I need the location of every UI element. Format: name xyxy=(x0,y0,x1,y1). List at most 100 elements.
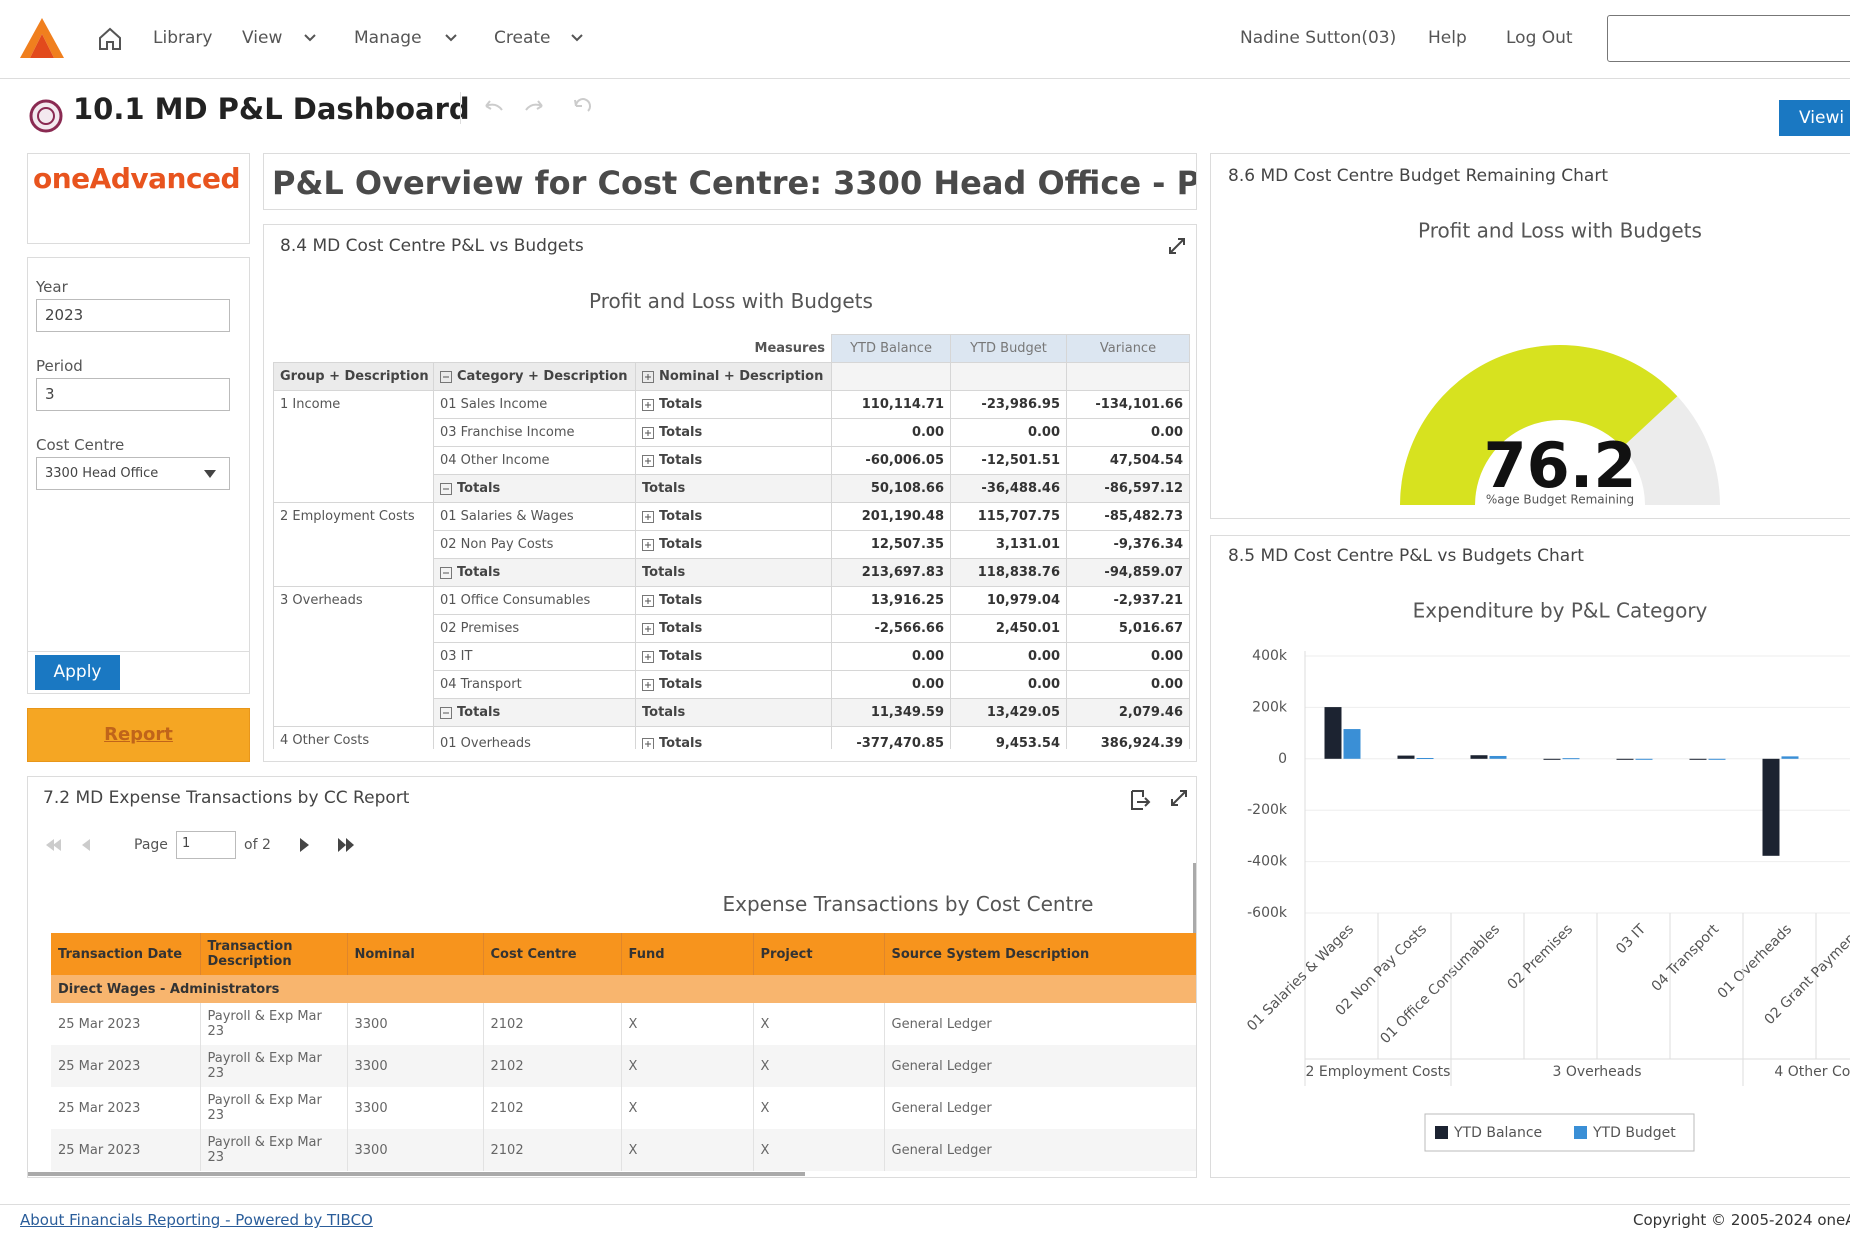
page-title: 10.1 MD P&L Dashboard xyxy=(73,92,470,126)
dropdown-arrow[interactable] xyxy=(203,469,217,479)
scrollbar[interactable] xyxy=(1193,863,1196,933)
divider xyxy=(28,651,249,652)
value-cell: 110,114.71 xyxy=(831,390,952,419)
bar xyxy=(1635,758,1653,760)
search-box[interactable] xyxy=(1607,15,1850,62)
chevron[interactable] xyxy=(303,33,317,43)
pager-forward[interactable] xyxy=(298,835,358,855)
group-label: 4 Other Cos xyxy=(1774,1064,1850,1080)
total-row: Totals Totals 11,349.59 13,429.05 2,079.46 xyxy=(273,698,1191,727)
legend-label: YTD Budget xyxy=(1592,1125,1676,1141)
home-icon[interactable] xyxy=(97,26,123,52)
category-text: 03 Franchise Income xyxy=(440,425,575,440)
expand-box[interactable] xyxy=(642,510,654,523)
expand-icon[interactable] xyxy=(1168,237,1186,255)
page-input[interactable]: 1 xyxy=(176,831,236,859)
chevron[interactable] xyxy=(444,33,458,43)
collapse-box[interactable] xyxy=(440,482,452,495)
scrollbar[interactable] xyxy=(28,1172,805,1176)
nominal-text: Totals xyxy=(659,649,703,664)
value-cell: 5,016.67 xyxy=(1066,614,1191,643)
year-input[interactable]: 2023 xyxy=(36,299,230,332)
row-header: Category + Description xyxy=(433,362,636,391)
logout-link[interactable]: Log Out xyxy=(1506,28,1573,48)
value-cell: 9,453.54 xyxy=(950,726,1068,749)
category-cell: 03 IT xyxy=(433,642,636,671)
value-cell: -23,986.95 xyxy=(950,390,1068,419)
expand-box[interactable] xyxy=(642,454,654,467)
transaction-row: 25 Mar 2023 Payroll & Exp Mar 23 3300 2102 X… xyxy=(51,1129,1196,1171)
panel-title: 8.4 MD Cost Centre P&L vs Budgets xyxy=(280,236,584,256)
bar xyxy=(1489,755,1507,759)
transaction-cell: 25 Mar 2023 xyxy=(51,1045,201,1087)
value-cell: 0.00 xyxy=(831,418,952,447)
legend-swatch xyxy=(1574,1126,1587,1139)
measure-header: YTD Balance xyxy=(831,334,952,363)
value-cell: 13,429.05 xyxy=(950,698,1068,727)
data-row: 03 Franchise Income Totals 0.00 0.00 0.00 xyxy=(274,418,1191,447)
gauge-panel: 8.6 MD Cost Centre Budget Remaining Char… xyxy=(1210,153,1850,519)
y-tick-label: 400k xyxy=(1252,648,1288,664)
transaction-cell: Payroll & Exp Mar 23 xyxy=(200,1129,348,1171)
bar xyxy=(1470,755,1488,759)
category-cell: Totals xyxy=(433,474,636,503)
value-cell: -377,470.85 xyxy=(831,726,952,749)
filter-panel: Year 2023 Period 3 Cost Centre 3300 Head… xyxy=(27,257,250,694)
category-text: 02 Premises xyxy=(440,621,520,636)
pivot-table: Measures YTD Balance YTD Budget Variance Gro… xyxy=(273,334,1191,749)
pivot-table-wrap: Measures YTD Balance YTD Budget Variance Gro… xyxy=(273,334,1191,749)
export-icon[interactable] xyxy=(1129,789,1151,811)
value-cell: 0.00 xyxy=(1066,670,1191,699)
expand-box[interactable] xyxy=(642,678,654,691)
apply-button[interactable]: Apply xyxy=(35,655,120,690)
nominal-text: Totals xyxy=(659,509,703,524)
nominal-cell: Totals xyxy=(634,698,833,727)
expand-box[interactable] xyxy=(642,622,654,635)
value-cell: 0.00 xyxy=(950,670,1068,699)
collapse-box[interactable] xyxy=(440,566,452,579)
report-button[interactable]: Report xyxy=(27,708,250,762)
value-cell: -86,597.12 xyxy=(1066,474,1191,503)
logo[interactable] xyxy=(18,16,66,60)
viewing-button[interactable]: Viewi xyxy=(1779,100,1850,136)
period-label: Period xyxy=(36,357,83,375)
expand-box[interactable] xyxy=(642,538,654,551)
undo-redo-icons[interactable] xyxy=(480,96,600,118)
chevron[interactable] xyxy=(570,33,584,43)
group-label: 3 Overheads xyxy=(1552,1064,1641,1080)
value-cell: 0.00 xyxy=(950,418,1068,447)
transaction-cell: 3300 xyxy=(347,1045,484,1087)
expand-box[interactable] xyxy=(642,737,654,749)
expand-box[interactable] xyxy=(642,594,654,607)
column-header: Transaction Description xyxy=(200,933,348,975)
expand-icon[interactable] xyxy=(1170,789,1188,807)
nominal-text: Totals xyxy=(659,621,703,636)
nav-item[interactable]: Library xyxy=(153,28,213,48)
nav-item[interactable]: View xyxy=(242,28,283,48)
cost-centre-select[interactable]: 3300 Head Office xyxy=(36,457,230,490)
expand-box[interactable] xyxy=(642,426,654,439)
measures-label: Measures xyxy=(273,334,833,363)
chart-title: Profit and Loss with Budgets xyxy=(1418,219,1702,243)
pager-back[interactable] xyxy=(44,835,104,855)
nav-item[interactable]: Create xyxy=(494,28,551,48)
transactions-table: Transaction Date Transaction Description N… xyxy=(51,933,1196,1171)
expand-box[interactable] xyxy=(642,650,654,663)
transactions-table-wrap: Transaction Date Transaction Description N… xyxy=(51,933,1196,1175)
collapse-box[interactable] xyxy=(440,706,452,719)
copyright: Copyright © 2005-2024 oneA xyxy=(1633,1211,1850,1229)
footer-link[interactable]: About Financials Reporting - Powered by … xyxy=(20,1211,373,1229)
expand-box[interactable] xyxy=(642,398,654,411)
transaction-cell: X xyxy=(753,1045,885,1087)
period-input[interactable]: 3 xyxy=(36,378,230,411)
help-link[interactable]: Help xyxy=(1428,28,1467,48)
collapse-box[interactable] xyxy=(440,370,452,383)
user-name[interactable]: Nadine Sutton(03) xyxy=(1240,28,1397,48)
nav-item[interactable]: Manage xyxy=(354,28,422,48)
x-tick-label: 01 Overheads xyxy=(1715,921,1796,1002)
category-text: 01 Sales Income xyxy=(440,397,548,412)
column-header: Source System Description xyxy=(884,933,1196,975)
expand-box[interactable] xyxy=(642,370,654,383)
nominal-cell: Totals xyxy=(634,446,833,475)
column-header: Nominal xyxy=(347,933,484,975)
